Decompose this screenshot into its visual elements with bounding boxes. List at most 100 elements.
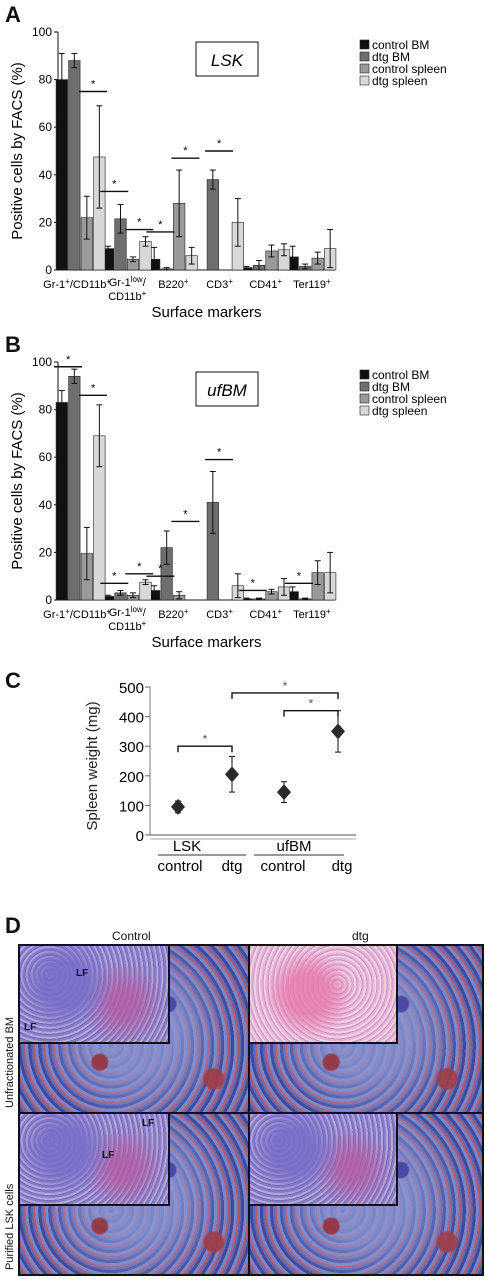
y-tick-label: 500 bbox=[119, 680, 144, 697]
data-point bbox=[331, 723, 345, 740]
y-tick-label: 100 bbox=[32, 355, 52, 369]
bar bbox=[68, 60, 81, 271]
y-tick-label: 40 bbox=[39, 168, 53, 182]
y-tick-label: 40 bbox=[39, 498, 53, 512]
point-label: dtg bbox=[332, 858, 353, 875]
micrograph-unfractionated-dtg bbox=[248, 944, 484, 1114]
category-label-sup: + bbox=[228, 277, 233, 286]
group-label-lsk: LSK bbox=[173, 838, 201, 855]
category-label-sup: + bbox=[277, 607, 282, 616]
legend-label: dtg BM bbox=[372, 50, 410, 64]
significance-star: * bbox=[112, 178, 117, 190]
point-label: control bbox=[157, 858, 202, 875]
category-label: B220+ bbox=[158, 277, 189, 292]
lf-label: LF bbox=[102, 1150, 115, 1161]
category-label-part: CD3 bbox=[206, 609, 228, 621]
category-label-part: Gr-1 bbox=[43, 279, 65, 291]
legend-swatch bbox=[359, 381, 370, 392]
significance-star: * bbox=[283, 679, 288, 693]
significance-star: * bbox=[158, 563, 163, 575]
category-label-part: /CD11b bbox=[70, 279, 106, 291]
significance-star: * bbox=[309, 697, 314, 711]
category-label-sup: + bbox=[142, 619, 147, 628]
legend-label: control spleen bbox=[372, 392, 447, 406]
bar-chart-ufbm: 0 20 40 60 80 100 Positive cells by FACS (%) Su… bbox=[9, 354, 447, 651]
category-label-part: /CD11b bbox=[70, 609, 106, 621]
category-label-sup: low bbox=[131, 605, 143, 614]
category-label: CD11b+ bbox=[108, 289, 146, 304]
legend-label: dtg BM bbox=[372, 380, 410, 394]
column-label-control: Control bbox=[112, 929, 151, 943]
category-label: CD3+ bbox=[206, 277, 233, 292]
y-axis-label: Spleen weight (mg) bbox=[84, 701, 101, 830]
bar-chart-lsk: 0 20 40 60 80 100 Positive cells by FACS (%) Su… bbox=[9, 25, 447, 321]
data-point bbox=[171, 798, 185, 815]
bar bbox=[55, 79, 68, 271]
micrograph-lsk-dtg bbox=[248, 1112, 484, 1276]
significance-star: * bbox=[251, 577, 256, 589]
y-tick-label: 300 bbox=[119, 739, 144, 756]
category-label-part: CD41 bbox=[249, 279, 277, 291]
category-label-sup: + bbox=[106, 607, 111, 616]
category-label-sup: + bbox=[65, 607, 70, 616]
y-tick-label: 80 bbox=[39, 403, 53, 417]
panel-letter-b: B bbox=[5, 332, 21, 357]
category-label: Ter119+ bbox=[293, 607, 331, 622]
category-label-part: CD11b bbox=[108, 621, 141, 633]
micrograph-unfractionated-control: LF LF bbox=[18, 944, 250, 1114]
significance-line bbox=[283, 709, 339, 717]
x-axis-label: Surface markers bbox=[151, 634, 261, 651]
significance-star: * bbox=[183, 508, 188, 520]
category-label-part: CD41 bbox=[249, 609, 277, 621]
legend-swatch bbox=[359, 51, 370, 62]
y-tick-label: 0 bbox=[45, 593, 52, 607]
significance-star: * bbox=[91, 382, 96, 394]
column-label-dtg: dtg bbox=[352, 929, 369, 943]
legend-label: control BM bbox=[372, 38, 429, 52]
inset-unfractionated-control: LF LF bbox=[20, 946, 170, 1044]
y-tick-label: 100 bbox=[119, 798, 144, 815]
category-label: Gr-1+/CD11b+ bbox=[43, 607, 111, 622]
inset-unfractionated-dtg bbox=[250, 946, 398, 1044]
x-axis-label: Surface markers bbox=[151, 304, 261, 321]
significance-star: * bbox=[217, 138, 222, 150]
significance-star: * bbox=[137, 561, 142, 573]
panel-box-label: ufBM bbox=[207, 381, 248, 400]
group-label-ufbm: ufBM bbox=[276, 838, 311, 855]
y-tick-label: 0 bbox=[45, 263, 52, 277]
category-label-part: Gr-1 bbox=[109, 277, 131, 289]
y-tick-label: 20 bbox=[39, 545, 53, 559]
category-label-sup: + bbox=[228, 607, 233, 616]
y-tick-label: 20 bbox=[39, 215, 53, 229]
data-point bbox=[225, 766, 239, 783]
y-axis-label: Positive cells by FACS (%) bbox=[9, 62, 26, 240]
significance-star: * bbox=[203, 732, 208, 746]
row-label-purified-lsk: Purified LSK cells bbox=[4, 1183, 16, 1270]
significance-star: * bbox=[158, 219, 163, 231]
point-label: control bbox=[260, 858, 305, 875]
significance-star: * bbox=[112, 570, 117, 582]
significance-star: * bbox=[66, 354, 71, 366]
legend-swatch bbox=[359, 369, 370, 380]
significance-star: * bbox=[137, 217, 142, 229]
panel-letter-a: A bbox=[5, 2, 21, 27]
category-label-part: Ter119 bbox=[293, 279, 326, 291]
bar bbox=[206, 179, 219, 271]
significance-line bbox=[231, 692, 339, 699]
lf-label: LF bbox=[24, 1022, 37, 1033]
category-label-sup: low bbox=[131, 275, 143, 284]
category-label-sup: + bbox=[277, 277, 282, 286]
category-label-sup: + bbox=[142, 289, 147, 298]
category-label: CD3+ bbox=[206, 607, 233, 622]
inset-lsk-control: LF LF bbox=[20, 1114, 170, 1206]
category-label: Gr-1+/CD11b+ bbox=[43, 277, 111, 292]
point-label: dtg bbox=[222, 858, 243, 875]
panel-letter-c: C bbox=[5, 668, 21, 693]
y-tick-label: 80 bbox=[39, 73, 53, 87]
bar bbox=[68, 375, 81, 601]
y-tick-label: 60 bbox=[39, 450, 53, 464]
y-axis-label: Positive cells by FACS (%) bbox=[9, 392, 26, 570]
data-point bbox=[277, 784, 291, 801]
lf-label: LF bbox=[76, 968, 89, 979]
category-label-part: B220 bbox=[158, 609, 184, 621]
